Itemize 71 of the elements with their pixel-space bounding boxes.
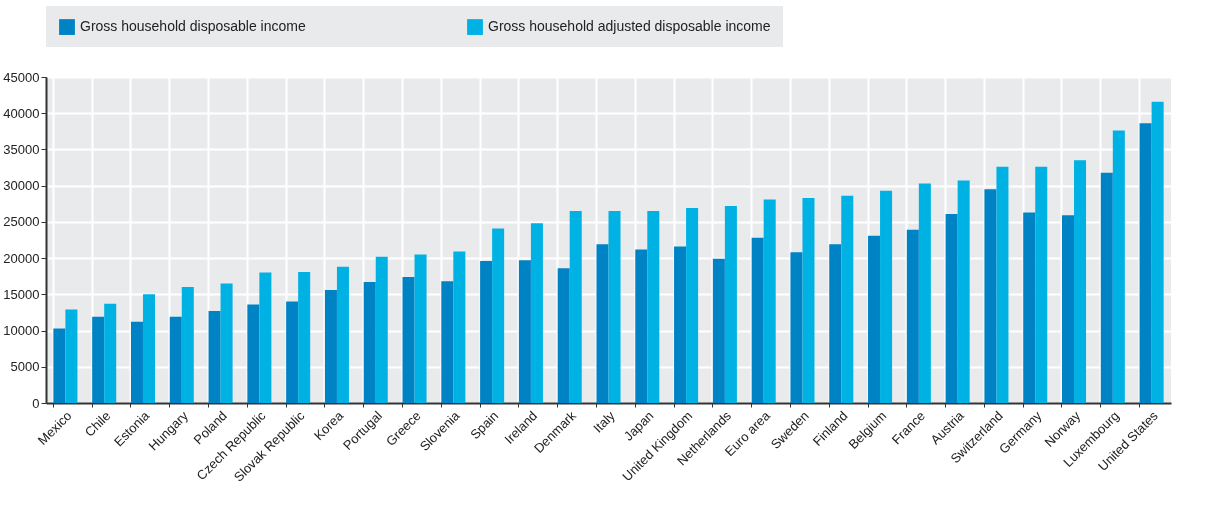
bar xyxy=(363,282,376,403)
bar xyxy=(208,311,221,403)
y-tick-label: 15000 xyxy=(3,286,40,302)
bar xyxy=(945,213,958,403)
bar xyxy=(868,235,881,403)
bar xyxy=(918,183,931,403)
y-tick-label: 25000 xyxy=(3,214,40,230)
bar xyxy=(802,197,815,403)
y-tick-label: 30000 xyxy=(3,178,40,194)
bar xyxy=(220,283,233,403)
bar xyxy=(569,211,582,403)
y-tick-label: 5000 xyxy=(10,359,40,375)
legend-label: Gross household adjusted disposable income xyxy=(488,18,771,35)
bar xyxy=(259,272,272,403)
bar xyxy=(763,199,776,403)
y-tick-label: 35000 xyxy=(3,141,40,157)
bar xyxy=(530,223,543,403)
bar xyxy=(608,211,621,403)
bar xyxy=(286,301,299,403)
bar xyxy=(1100,172,1113,403)
bar xyxy=(984,189,997,403)
bar xyxy=(906,229,919,403)
bar xyxy=(829,244,842,403)
bar xyxy=(169,316,182,403)
bar xyxy=(414,254,427,403)
bar xyxy=(324,289,337,403)
bar xyxy=(841,195,854,403)
y-tick-label: 40000 xyxy=(3,105,40,121)
bar xyxy=(53,328,66,403)
bar xyxy=(1035,166,1048,403)
bar xyxy=(1139,123,1152,403)
bar xyxy=(1112,130,1125,403)
bar xyxy=(65,309,78,403)
bar xyxy=(1151,101,1164,403)
y-tick-label: 20000 xyxy=(3,250,40,266)
bar xyxy=(441,281,454,403)
bar xyxy=(130,321,143,403)
bar xyxy=(1023,212,1036,403)
y-tick-label: 10000 xyxy=(3,323,40,339)
bar xyxy=(880,190,893,403)
bar xyxy=(142,294,156,403)
bar xyxy=(957,180,970,403)
bar xyxy=(674,246,687,403)
y-tick-label: 0 xyxy=(32,395,40,411)
bar xyxy=(557,268,570,403)
bar xyxy=(1061,215,1075,403)
x-tick-label: Italy xyxy=(590,407,619,436)
bar xyxy=(596,244,609,403)
bar xyxy=(453,251,466,403)
bar xyxy=(724,205,737,403)
bar xyxy=(996,166,1009,403)
bar xyxy=(181,287,194,403)
bar xyxy=(790,252,803,403)
bar xyxy=(712,258,725,403)
y-tick-label: 45000 xyxy=(3,69,40,85)
bar xyxy=(686,208,699,403)
bar xyxy=(336,266,349,403)
bar xyxy=(635,249,648,403)
bar xyxy=(104,303,117,403)
legend-label: Gross household disposable income xyxy=(80,18,306,35)
bar xyxy=(647,211,660,403)
bar xyxy=(751,237,764,403)
bar xyxy=(480,261,493,403)
bar xyxy=(1074,160,1087,403)
bar xyxy=(492,228,505,403)
bar xyxy=(518,260,531,403)
bar xyxy=(247,304,260,403)
bar xyxy=(92,316,105,403)
bar xyxy=(298,271,311,403)
bar xyxy=(402,276,415,403)
bar xyxy=(375,256,388,403)
